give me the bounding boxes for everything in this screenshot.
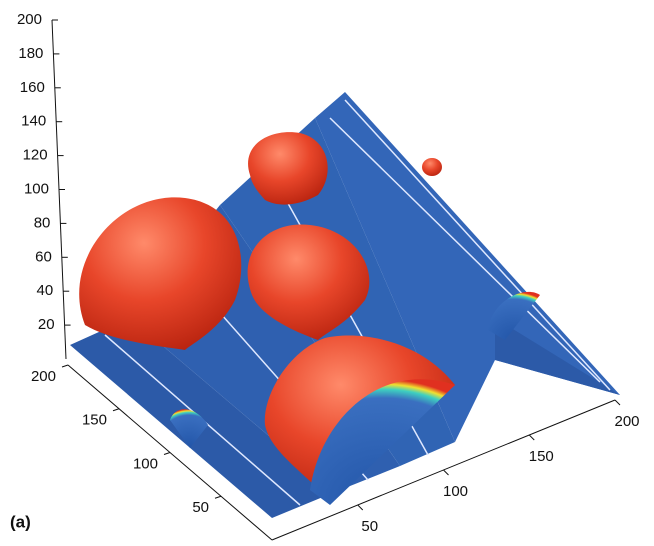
- xticks-label: 100: [443, 483, 468, 500]
- zticks-label: 100: [24, 180, 49, 197]
- zticks-label: 20: [38, 316, 55, 333]
- xticks-mark: [357, 504, 364, 511]
- xticks-label: 50: [361, 518, 378, 535]
- blobs: [79, 132, 540, 505]
- yticks-label: 50: [192, 499, 209, 516]
- zticks-label: 140: [21, 113, 46, 130]
- xticks-mark: [614, 399, 621, 406]
- yticks-mark: [112, 408, 120, 412]
- xticks-mark: [443, 469, 449, 476]
- yticks-label: 150: [82, 412, 107, 429]
- zticks-label: 80: [34, 214, 51, 231]
- zticks-label: 160: [20, 79, 45, 96]
- yticks-label: 200: [31, 368, 56, 385]
- yticks-mark: [163, 452, 171, 455]
- zticks-label: 40: [37, 282, 54, 299]
- yticks-mark: [214, 495, 222, 499]
- xticks-label: 150: [529, 448, 554, 465]
- yticks-mark: [61, 364, 69, 368]
- zticks-label: 120: [23, 147, 48, 164]
- yticks-label: 100: [133, 455, 158, 472]
- zticks-label: 200: [17, 11, 42, 28]
- panel-label: (a): [10, 512, 31, 531]
- zticks-label: 180: [18, 45, 43, 62]
- xticks-label: 200: [614, 413, 639, 430]
- zticks-label: 60: [35, 248, 52, 265]
- xticks-mark: [528, 434, 535, 441]
